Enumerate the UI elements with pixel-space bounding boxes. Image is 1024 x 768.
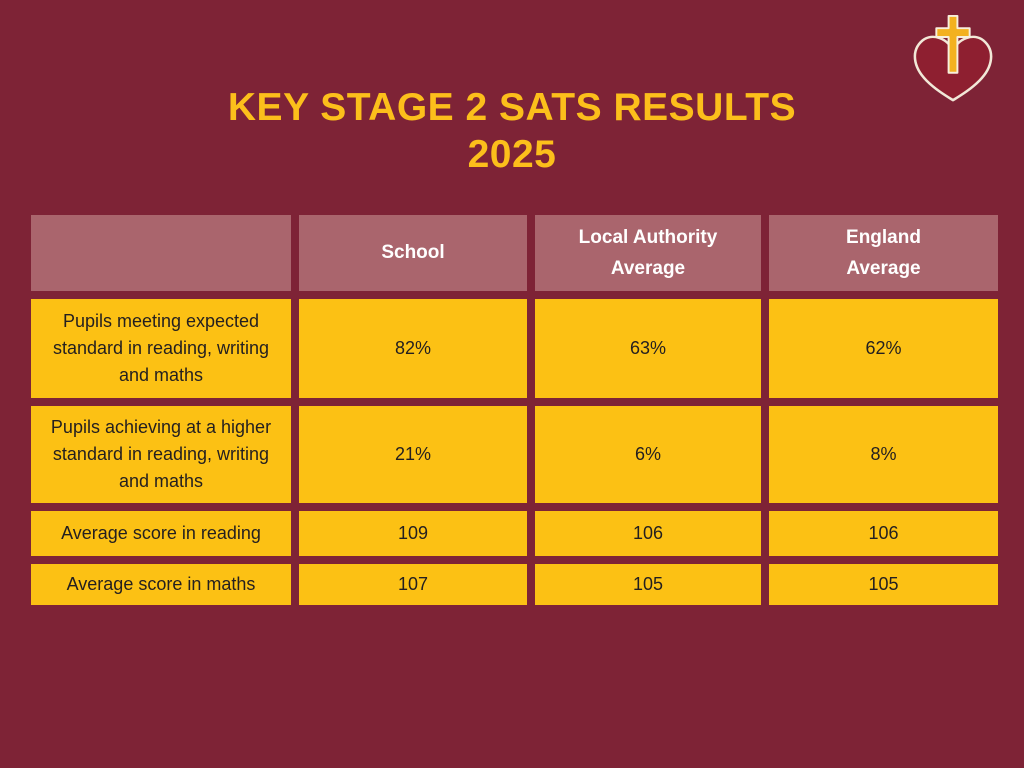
results-table: School Local Authority Average England A… [31, 215, 998, 605]
value-higher-standard-school: 21% [299, 406, 527, 503]
row-label-average-reading: Average score in reading [31, 511, 291, 556]
value-average-reading-school: 109 [299, 511, 527, 556]
value-expected-standard-local-authority: 63% [535, 299, 761, 398]
row-label-expected-standard: Pupils meeting expected standard in read… [31, 299, 291, 398]
header-cell-empty [31, 215, 291, 291]
row-label-higher-standard: Pupils achieving at a higher standard in… [31, 406, 291, 503]
value-higher-standard-england: 8% [769, 406, 998, 503]
sacred-heart-cross-icon [904, 12, 1002, 110]
header-cell-england-average: England Average [769, 215, 998, 291]
value-higher-standard-local-authority: 6% [535, 406, 761, 503]
value-expected-standard-school: 82% [299, 299, 527, 398]
title-line-1: KEY STAGE 2 SATS RESULTS [227, 86, 797, 129]
page-title: KEY STAGE 2 SATS RESULTS 2025 [0, 84, 1024, 178]
value-average-reading-local-authority: 106 [535, 511, 761, 556]
value-average-reading-england: 106 [769, 511, 998, 556]
header-cell-school: School [299, 215, 527, 291]
value-average-maths-local-authority: 105 [535, 564, 761, 605]
header-cell-local-authority-average: Local Authority Average [535, 215, 761, 291]
title-line-2: 2025 [467, 133, 557, 176]
value-expected-standard-england: 62% [769, 299, 998, 398]
value-average-maths-england: 105 [769, 564, 998, 605]
value-average-maths-school: 107 [299, 564, 527, 605]
row-label-average-maths: Average score in maths [31, 564, 291, 605]
